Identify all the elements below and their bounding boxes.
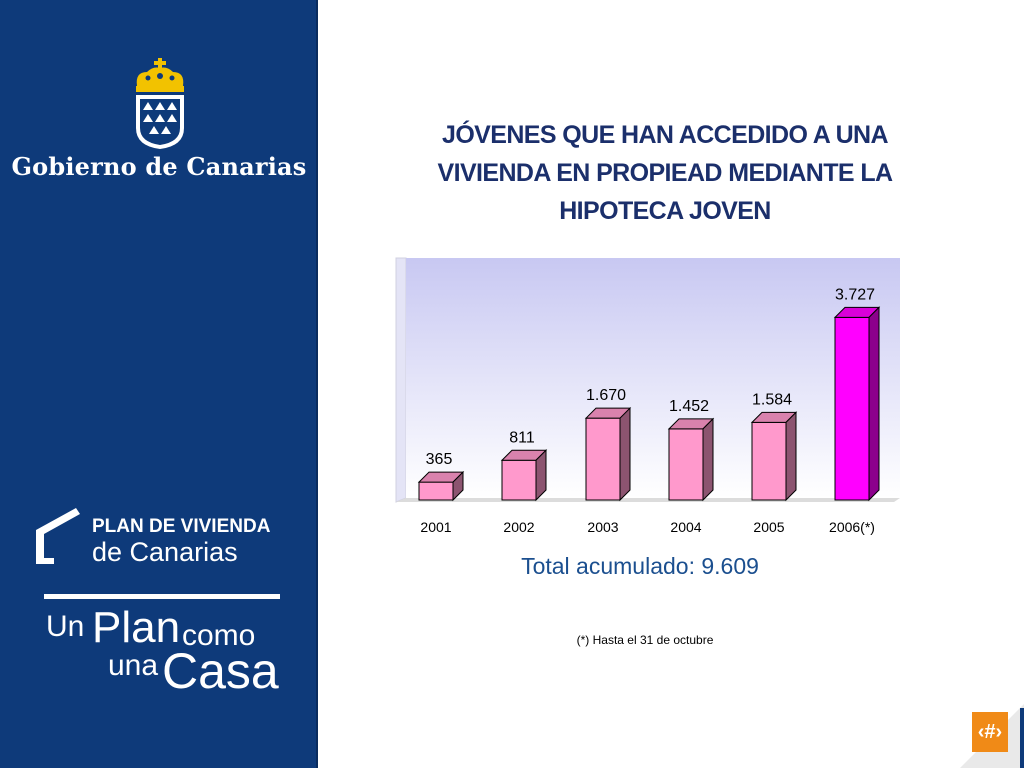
bar-side: [868, 306, 880, 502]
bar-side: [702, 417, 714, 502]
bar-side: [619, 406, 631, 502]
bar-front: [668, 428, 704, 501]
bar-value-label: 365: [426, 451, 453, 468]
bar-2004: [667, 417, 715, 502]
slogan-como: como: [182, 619, 256, 652]
bar-front: [501, 459, 537, 501]
bar-value-label: 1.452: [669, 398, 709, 415]
chart-title-line-3: HIPOTECA JOVEN: [559, 197, 771, 225]
bar-2003: [584, 406, 632, 502]
bar-chart: 365 2001 811 2002 1.670 2003 1.452 2004 1.584 200…: [395, 257, 900, 535]
bar-2002: [500, 449, 548, 502]
bar-value-label: 3.727: [835, 286, 875, 303]
house-roof-logo: [36, 508, 80, 564]
slogan-casa: Casa: [162, 643, 279, 699]
total-accumulated: Total acumulado: 9.609: [521, 553, 759, 579]
x-tick-label: 2005: [753, 519, 784, 535]
x-tick-label: 2001: [420, 519, 451, 535]
chart-title: JÓVENES QUE HAN ACCEDIDO A UNA VIVIENDA …: [370, 116, 960, 230]
slogan-una: una: [108, 649, 159, 682]
sidebar-panel: Gobierno de Canarias PLAN DE VIVIENDA de…: [0, 0, 318, 768]
x-tick-label: 2006(*): [829, 519, 875, 535]
bar-2005: [750, 411, 798, 502]
bar-side: [535, 449, 547, 502]
chart-title-line-2: VIVIENDA EN PROPIEAD MEDIANTE LA: [437, 159, 894, 187]
chart-back-wall: [406, 258, 900, 498]
plan-title: PLAN DE VIVIENDA: [92, 516, 271, 537]
bar-side: [452, 470, 464, 502]
footnote: (*) Hasta el 31 de octubre: [576, 633, 714, 647]
plan-subtitle: de Canarias: [92, 537, 238, 567]
chart-title-line-1: JÓVENES QUE HAN ACCEDIDO A UNA: [442, 121, 889, 149]
x-tick-label: 2004: [670, 519, 701, 535]
bar-2001: [417, 470, 465, 502]
bar-front: [585, 417, 621, 501]
slogan-plan: Plan: [92, 603, 181, 652]
bar-side: [785, 411, 797, 502]
slide-number: ‹#›: [972, 712, 1008, 752]
bar-value-label: 811: [509, 429, 535, 446]
bar-front: [418, 481, 454, 501]
bar-2006(*): [833, 306, 881, 502]
bar-front: [751, 421, 787, 501]
bar-value-label: 1.670: [586, 387, 626, 404]
x-tick-label: 2002: [503, 519, 534, 535]
x-tick-label: 2003: [587, 519, 618, 535]
bar-front: [834, 316, 870, 501]
chart-side-wall: [395, 257, 407, 503]
chart-floor: [396, 498, 900, 502]
plan-divider: [44, 594, 280, 599]
bar-value-label: 1.584: [752, 391, 792, 408]
government-name: Gobierno de Canarias: [11, 152, 307, 181]
crown-shield-logo: [136, 58, 184, 149]
slogan-un: Un: [46, 610, 85, 643]
